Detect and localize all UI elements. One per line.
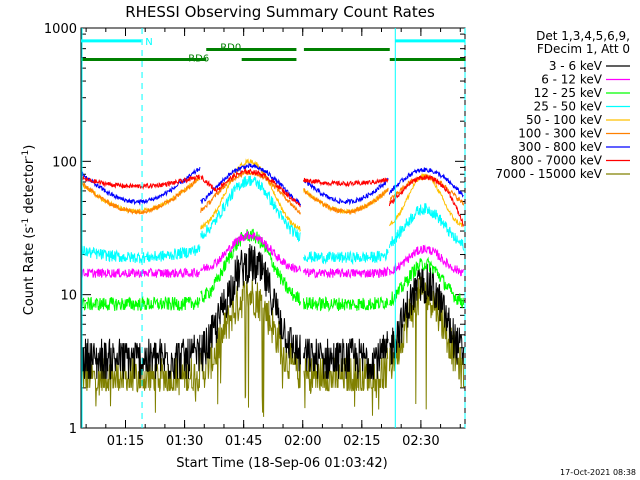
series-line-1-seg-0 [81, 267, 200, 279]
y-label-c: ) [22, 145, 37, 150]
legend-label-1: 6 - 12 keV [541, 73, 603, 87]
chart-title: RHESSI Observing Summary Count Rates [125, 3, 435, 21]
y-label-a: Count Rate (s [22, 227, 37, 316]
series-line-2-seg-3 [388, 256, 465, 309]
y-tick-label-0: 1 [69, 422, 77, 437]
series-line-2-seg-2 [303, 296, 389, 313]
series-line-2-seg-1 [200, 228, 301, 307]
flag-label-RD0: RD0 [220, 42, 241, 53]
series-line-0-seg-2 [303, 331, 389, 380]
series-line-5-seg-0 [81, 176, 201, 216]
series-line-7-seg-3 [388, 173, 465, 228]
series-line-3-seg-0 [81, 244, 201, 264]
series-line-4-seg-1 [200, 158, 301, 233]
saa-lines [81, 28, 466, 428]
y-tick-label-3: 1000 [44, 22, 77, 37]
series-line-7-seg-1 [200, 167, 301, 208]
y-tick-label-2: 100 [52, 155, 77, 170]
series-line-6-seg-0 [81, 167, 201, 206]
series-line-7-seg-2 [303, 177, 389, 188]
y-label-sup2: -1 [21, 150, 31, 159]
series-line-3-seg-2 [303, 248, 389, 266]
series-line-0-seg-1 [200, 243, 301, 372]
flag-label-N: N [145, 37, 152, 48]
y-label-b: detector [22, 158, 37, 218]
axis-ticks: 01:15 01:30 01:45 02:00 02:15 02:30 1 10 100 1000 [44, 22, 465, 449]
legend-header-1: Det 1,3,4,5,6,9, [536, 29, 630, 43]
series-line-3-seg-3 [388, 203, 465, 251]
x-tick-label-5: 02:30 [402, 434, 439, 449]
legend-label-2: 12 - 25 keV [534, 86, 603, 100]
legend-header-2: FDecim 1, Att 0 [537, 42, 630, 56]
series-line-5-seg-1 [200, 169, 301, 215]
x-tick-label-3: 02:00 [284, 434, 321, 449]
legend-label-4: 50 - 100 keV [526, 113, 603, 127]
series-line-6-seg-3 [388, 167, 464, 198]
series-line-1-seg-3 [388, 244, 465, 277]
flag-label-RD6: RD6 [188, 54, 209, 65]
series-line-1-seg-1 [200, 230, 301, 273]
timestamp: 17-Oct-2021 08:38 [560, 468, 636, 477]
series-line-3-seg-1 [200, 175, 301, 243]
y-label-sup1: -1 [21, 218, 31, 227]
series-line-0-seg-3 [389, 263, 465, 365]
flags-layer: N RD0 RD6 [81, 37, 465, 65]
legend-label-0: 3 - 6 keV [549, 59, 603, 73]
legend-label-8: 7000 - 15000 keV [495, 167, 602, 181]
x-tick-label-2: 01:45 [225, 434, 262, 449]
x-axis-label: Start Time (18-Sep-06 01:03:42) [176, 456, 387, 471]
series-layer [81, 158, 465, 417]
series-line-2-seg-0 [81, 295, 201, 312]
legend-label-5: 100 - 300 keV [518, 127, 602, 141]
series-line-5-seg-2 [303, 187, 389, 216]
y-axis-label: Count Rate (s-1 detector-1) [21, 145, 37, 316]
series-line-0-seg-0 [81, 334, 201, 380]
series-line-7-seg-0 [81, 174, 201, 190]
series-line-8-seg-1 [200, 279, 301, 417]
x-tick-label-1: 01:30 [166, 434, 203, 449]
x-tick-label-0: 01:15 [107, 434, 144, 449]
series-line-6-seg-2 [303, 177, 389, 206]
legend-label-7: 800 - 7000 keV [511, 154, 603, 168]
x-tick-label-4: 02:15 [343, 434, 380, 449]
legend: Det 1,3,4,5,6,9, FDecim 1, Att 0 3 - 6 k… [495, 29, 630, 181]
series-line-1-seg-2 [303, 266, 389, 279]
legend-label-3: 25 - 50 keV [534, 100, 603, 114]
y-tick-label-1: 10 [60, 289, 77, 304]
legend-label-6: 300 - 800 keV [518, 140, 602, 154]
